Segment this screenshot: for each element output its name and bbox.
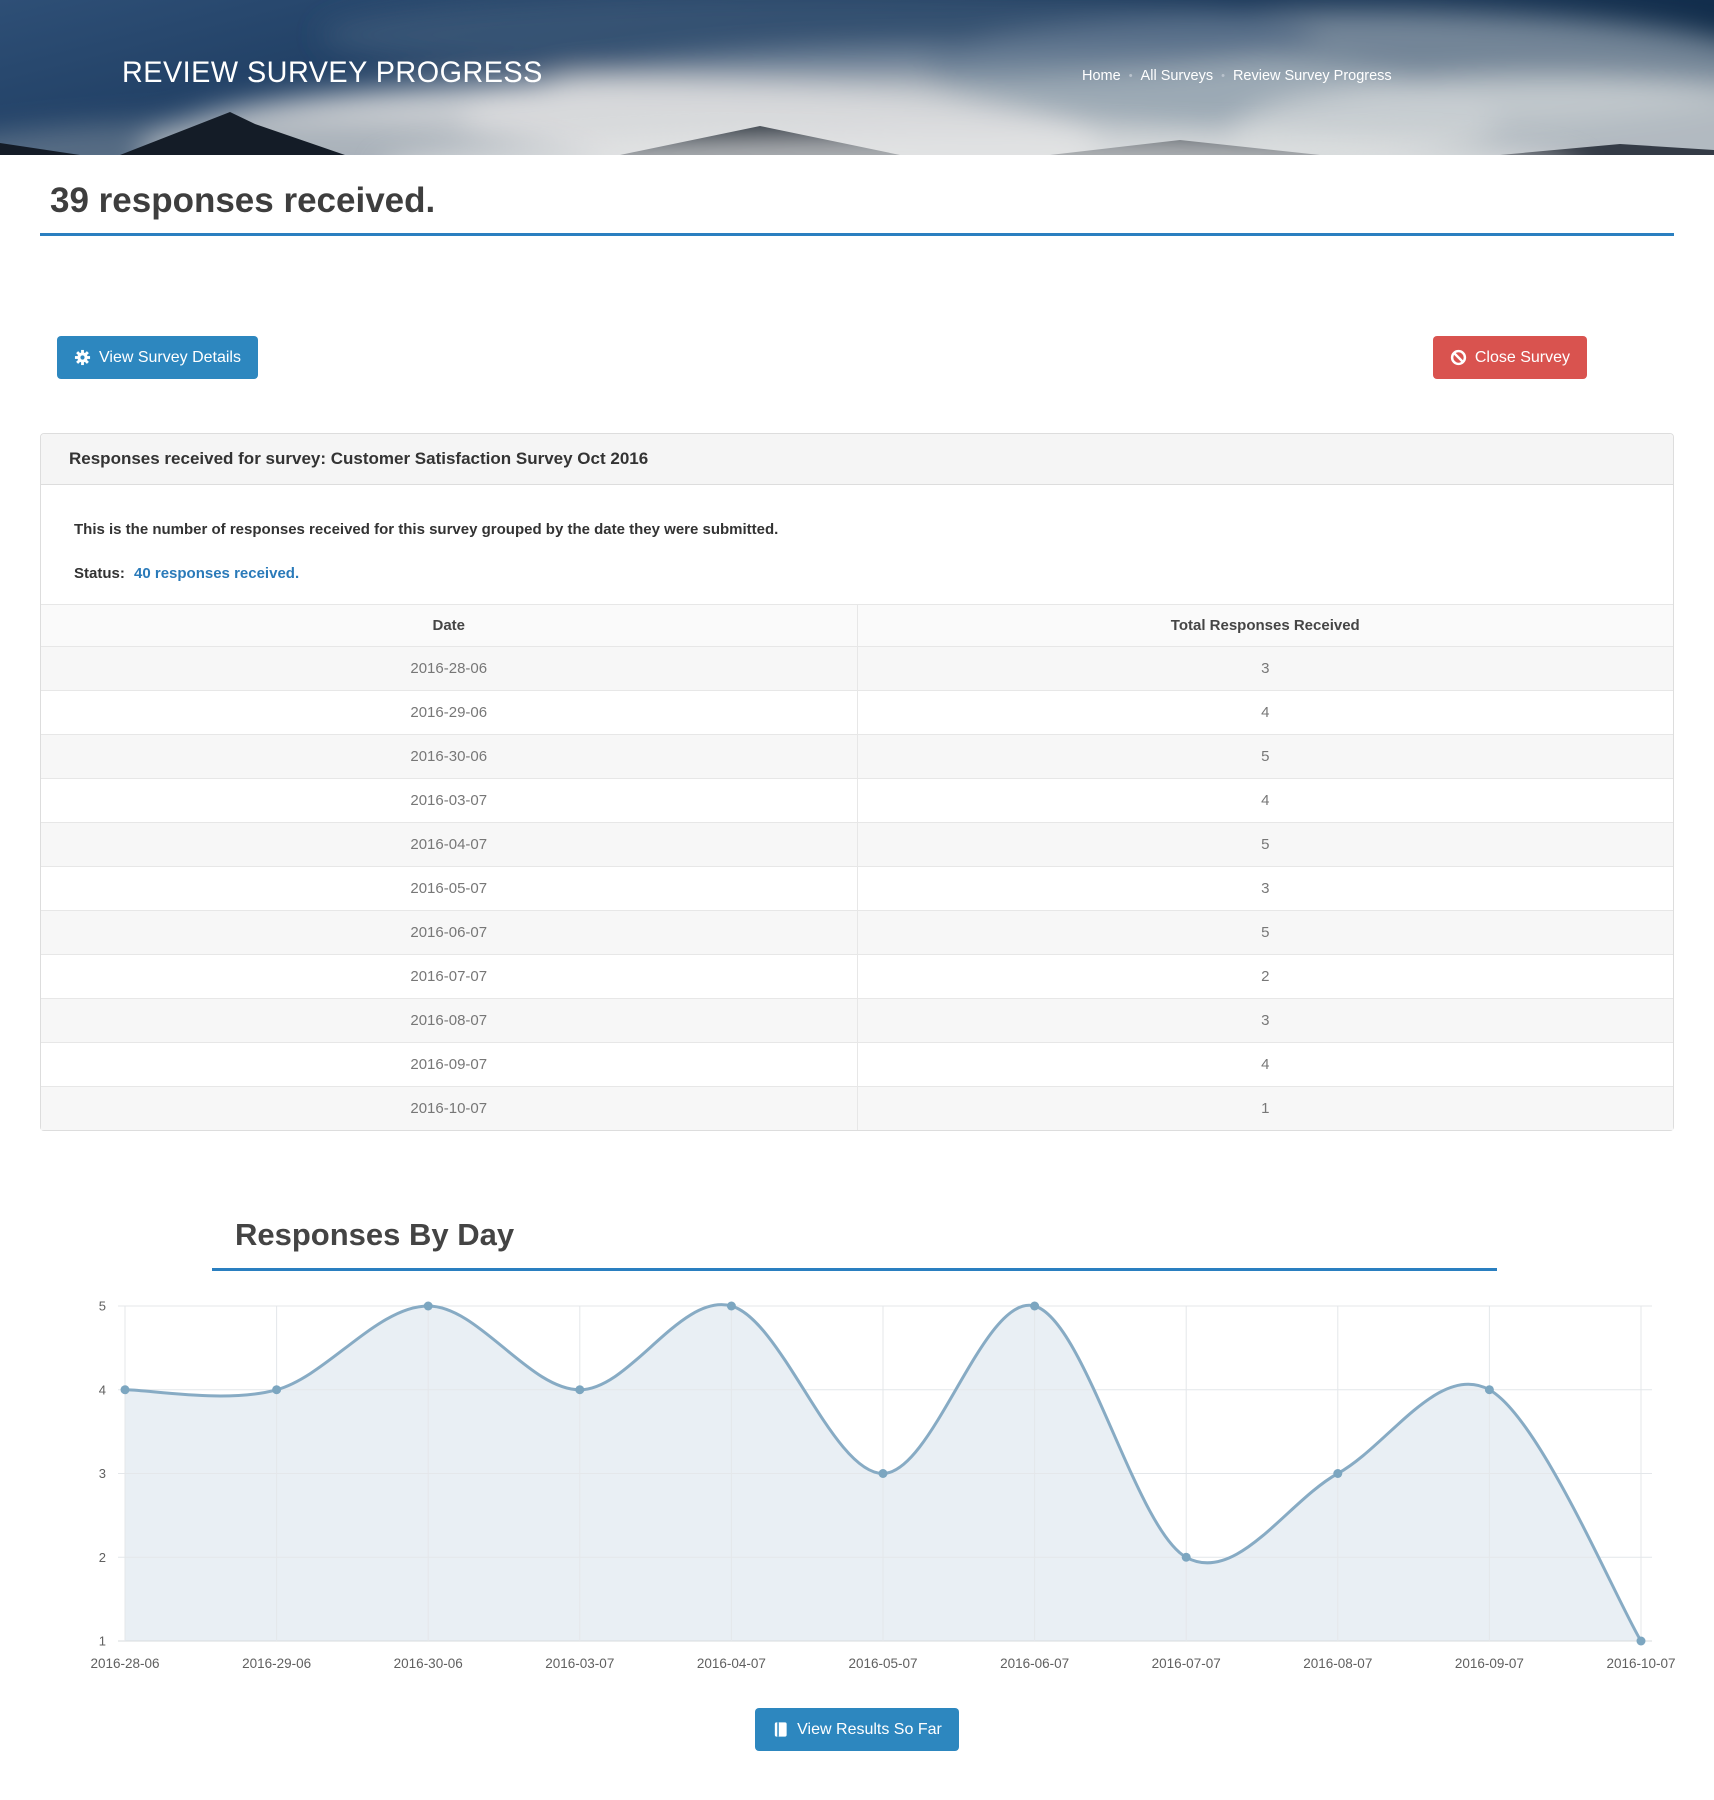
gear-icon	[74, 349, 91, 366]
ban-icon	[1450, 349, 1467, 366]
table-body: 2016-28-06 3 2016-29-06 4 2016-30-06 5 2016-03…	[41, 646, 1673, 1131]
y-tick-label: 2	[99, 1550, 106, 1565]
table-row: 2016-08-07 3	[41, 998, 1673, 1043]
breadcrumb-separator: •	[1221, 70, 1225, 82]
close-survey-button[interactable]: Close Survey	[1432, 336, 1587, 380]
breadcrumb-item-all-surveys[interactable]: All Surveys	[1140, 68, 1214, 84]
table-row: 2016-03-07 4	[41, 778, 1673, 823]
cell-total-responses: 3	[857, 998, 1673, 1043]
responses-table: Date Total Responses Received 2016-28-06…	[41, 604, 1673, 1131]
y-tick-label: 4	[99, 1382, 106, 1397]
table-row: 2016-07-07 2	[41, 954, 1673, 999]
x-tick-label: 2016-09-07	[1455, 1656, 1524, 1671]
cell-date: 2016-09-07	[41, 1042, 858, 1087]
x-tick-label: 2016-07-07	[1152, 1656, 1221, 1671]
view-results-button[interactable]: View Results So Far	[755, 1708, 959, 1752]
cell-total-responses: 4	[857, 690, 1673, 735]
heading-rule	[40, 233, 1674, 236]
header-background-image	[0, 0, 1714, 155]
cell-date: 2016-06-07	[41, 910, 858, 955]
cell-date: 2016-28-06	[41, 646, 858, 691]
data-point	[726, 1301, 736, 1311]
breadcrumb: Home • All Surveys • Review Survey Progress	[1082, 68, 1392, 84]
main-content: 39 responses received. View Survey Detai…	[0, 181, 1714, 1752]
x-tick-label: 2016-05-07	[848, 1656, 917, 1671]
table-row: 2016-09-07 4	[41, 1042, 1673, 1087]
table-row: 2016-04-07 5	[41, 822, 1673, 867]
table-row: 2016-05-07 3	[41, 866, 1673, 911]
cell-date: 2016-05-07	[41, 866, 858, 911]
table-row: 2016-28-06 3	[41, 646, 1673, 691]
table-row: 2016-06-07 5	[41, 910, 1673, 955]
cell-total-responses: 5	[857, 910, 1673, 955]
footer-action-row: View Results So Far	[40, 1708, 1674, 1752]
panel-body: This is the number of responses received…	[41, 485, 1673, 604]
cell-date: 2016-03-07	[41, 778, 858, 823]
cell-date: 2016-07-07	[41, 954, 858, 999]
close-survey-label: Close Survey	[1474, 349, 1570, 366]
data-point	[1484, 1385, 1494, 1395]
table-row: 2016-30-06 5	[41, 734, 1673, 779]
page-title: REVIEW SURVEY PROGRESS	[122, 56, 543, 89]
responses-count-heading: 39 responses received.	[50, 181, 436, 220]
action-button-row: View Survey Details Close Survey	[40, 336, 1674, 380]
cell-date: 2016-08-07	[41, 998, 858, 1043]
table-header-row: Date Total Responses Received	[41, 604, 1673, 647]
book-icon	[772, 1721, 789, 1738]
y-tick-label: 5	[99, 1299, 106, 1314]
cell-total-responses: 5	[857, 734, 1673, 779]
column-header-date: Date	[41, 604, 858, 647]
responses-panel: Responses received for survey: Customer …	[40, 433, 1674, 1132]
chart-header: Responses By Day	[212, 1217, 1497, 1272]
status-label: Status:	[74, 565, 125, 583]
status-link[interactable]: 40 responses received.	[134, 565, 300, 583]
data-point	[1030, 1301, 1040, 1311]
cell-total-responses: 5	[857, 822, 1673, 867]
x-tick-label: 2016-08-07	[1303, 1656, 1372, 1671]
data-point	[1636, 1636, 1646, 1646]
responses-by-day-chart: 1 2 3 4 5 2016-28-06 2016-29-06 2016-30-06 2016-…	[40, 1276, 1675, 1684]
data-point	[120, 1385, 130, 1395]
table-row: 2016-10-07 1	[41, 1086, 1673, 1131]
x-tick-label: 2016-30-06	[394, 1656, 463, 1671]
view-results-label: View Results So Far	[797, 1721, 942, 1739]
data-point	[878, 1469, 888, 1479]
cell-date: 2016-10-07	[41, 1086, 858, 1131]
cell-total-responses: 3	[857, 866, 1673, 911]
cell-total-responses: 2	[857, 954, 1673, 999]
data-point	[575, 1385, 585, 1395]
data-point	[272, 1385, 282, 1395]
table-row: 2016-29-06 4	[41, 690, 1673, 735]
column-header-total-responses: Total Responses Received	[857, 604, 1673, 647]
x-tick-label: 2016-10-07	[1606, 1656, 1675, 1671]
data-point	[423, 1301, 433, 1311]
cell-date: 2016-04-07	[41, 822, 858, 867]
status-line: Status: 40 responses received.	[74, 565, 1645, 582]
x-tick-label: 2016-29-06	[242, 1656, 311, 1671]
x-tick-label: 2016-28-06	[90, 1656, 159, 1671]
view-survey-details-label: View Survey Details	[99, 349, 241, 366]
breadcrumb-item-home[interactable]: Home	[1082, 68, 1121, 84]
breadcrumb-separator: •	[1128, 70, 1133, 82]
panel-description: This is the number of responses received…	[74, 521, 779, 539]
x-tick-label: 2016-04-07	[697, 1656, 766, 1671]
data-point	[1181, 1552, 1191, 1562]
panel-title: Responses received for survey: Customer …	[41, 434, 1673, 486]
cell-total-responses: 4	[857, 778, 1673, 823]
cell-total-responses: 4	[857, 1042, 1673, 1087]
y-tick-label: 1	[99, 1634, 106, 1649]
data-point	[1333, 1469, 1343, 1479]
x-tick-label: 2016-03-07	[545, 1656, 614, 1671]
chart-title: Responses By Day	[235, 1217, 515, 1253]
chart-title-rule	[212, 1268, 1497, 1272]
x-tick-label: 2016-06-07	[1000, 1656, 1069, 1671]
page-header: REVIEW SURVEY PROGRESS Home • All Surveys •…	[0, 0, 1714, 155]
cell-total-responses: 1	[857, 1086, 1673, 1131]
y-tick-label: 3	[99, 1466, 106, 1481]
cell-date: 2016-30-06	[41, 734, 858, 779]
breadcrumb-item-review-survey-progress: Review Survey Progress	[1232, 68, 1392, 84]
cell-date: 2016-29-06	[41, 690, 858, 735]
view-survey-details-button[interactable]: View Survey Details	[57, 336, 258, 380]
cell-total-responses: 3	[857, 646, 1673, 691]
